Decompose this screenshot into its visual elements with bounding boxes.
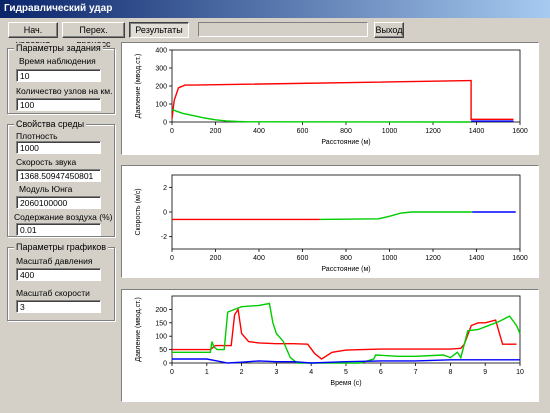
x-tick-label: 1200 [425,255,441,262]
chart-params-group: Параметры графиков [7,242,115,321]
pressure-scale-label: Масштаб давления [16,256,93,266]
x-tick-label: 1200 [425,128,441,135]
density-field[interactable]: 1000 [16,141,101,154]
y-tick-label: 200 [155,307,167,314]
speed-scale-field[interactable]: 3 [16,300,101,313]
x-tick-label: 1600 [512,255,528,262]
y-tick-label: 2 [163,185,167,192]
x-tick-label: 600 [297,128,309,135]
air-content-label: Содержание воздуха (%) [14,212,113,222]
y-tick-label: 400 [155,48,167,55]
x-tick-label: 3 [274,369,278,376]
pressure-distance-chart: 0 200 400 600 800 1000 1200 1400 1600 0 100 200 300 4… [135,48,528,147]
task-params-group: Параметры задания [7,43,115,114]
x-tick-label: 4 [309,369,313,376]
chart-params-title: Параметры графиков [14,242,109,253]
x-tick-label: 9 [483,369,487,376]
velocity-distance-chart: 0 200 400 600 800 1000 1200 1400 1600 -2 0 2 Расстоя… [135,174,528,273]
x-tick-label: 1 [205,369,209,376]
x-tick-label: 200 [210,255,222,262]
y-tick-label: 0 [163,120,167,127]
x-tick-label: 8 [448,369,452,376]
y-tick-label: 200 [155,84,167,91]
x-tick-label: 7 [414,369,418,376]
x-tick-label: 1400 [469,128,485,135]
window-title: Гидравлический удар [4,3,113,14]
x-tick-label: 10 [516,369,524,376]
nodes-per-km-field[interactable]: 100 [16,98,101,111]
transient-process-button[interactable]: Перех. процесс [62,22,125,49]
velocity-distance-chart-panel: 0 200 400 600 800 1000 1200 1400 1600 -2 0 2 Расстоя… [121,165,539,278]
y-tick-label: 0 [163,361,167,368]
exit-button[interactable]: Выход [374,22,404,38]
x-tick-label: 400 [253,255,265,262]
plot-area [171,49,521,123]
nodes-per-km-label: Количество узлов на км. [16,86,113,96]
results-button[interactable]: Результаты [129,22,189,38]
x-tick-label: 400 [253,128,265,135]
medium-props-title: Свойства среды [14,119,87,130]
y-tick-label: 100 [155,102,167,109]
task-params-title: Параметры задания [14,43,103,54]
y-tick-label: 300 [155,66,167,73]
x-tick-label: 0 [170,255,174,262]
red-series-line [171,79,514,121]
plot-area [171,295,521,364]
young-modulus-field[interactable]: 2060100000 [16,196,101,209]
window-title-bar: Гидравлический удар [0,0,550,18]
y-axis-label: Скорость (м/с) [135,188,142,235]
medium-props-group: Свойства среды [7,119,115,237]
x-axis-label: Время (с) [330,380,361,387]
y-tick-label: 100 [155,334,167,341]
blue-series-line [172,358,520,364]
y-axis-label: Давление (мвод.ст.) [135,54,142,119]
red-series-line [172,307,517,360]
green-series-line [319,211,473,221]
green-series-line [171,108,471,123]
x-tick-label: 800 [340,255,352,262]
progress-bar [198,22,368,37]
x-tick-label: 1400 [469,255,485,262]
x-tick-label: 800 [340,128,352,135]
x-tick-label: 1000 [382,255,398,262]
x-tick-label: 600 [297,255,309,262]
x-tick-label: 200 [210,128,222,135]
sound-speed-label: Скорость звука [16,157,77,167]
air-content-field[interactable]: 0.01 [16,223,101,236]
y-tick-label: -2 [161,234,167,241]
x-tick-label: 1000 [382,128,398,135]
x-tick-label: 1600 [512,128,528,135]
young-modulus-label: Модуль Юнга [19,184,73,194]
x-tick-label: 0 [170,369,174,376]
y-tick-label: 50 [159,347,167,354]
observation-time-label: Время наблюдения [19,56,96,66]
y-axis-label: Давление (мвод.ст.) [135,297,142,362]
x-axis-label: Расстояние (м) [321,266,370,273]
x-tick-label: 6 [379,369,383,376]
x-axis-label: Расстояние (м) [321,139,370,146]
bottom-edge [0,404,550,413]
initial-conditions-button[interactable]: Нач. условия [8,22,58,49]
pressure-time-chart-panel: 0 1 2 3 4 5 6 7 8 9 10 0 50 100 150 200 Время (с) Давлени… [121,289,539,402]
density-label: Плотность [16,131,58,141]
y-tick-label: 150 [155,320,167,327]
y-tick-label: 0 [163,210,167,217]
speed-scale-label: Масштаб скорости [16,288,90,298]
observation-time-field[interactable]: 10 [16,69,101,82]
sound-speed-field[interactable]: 1368.50947450801 [16,169,101,182]
pressure-distance-chart-panel: 0 200 400 600 800 1000 1200 1400 1600 0 100 200 300 4… [121,42,539,155]
pressure-scale-field[interactable]: 400 [16,268,101,281]
x-tick-label: 5 [344,369,348,376]
x-tick-label: 0 [170,128,174,135]
x-tick-label: 2 [240,369,244,376]
green-series-line [172,302,521,364]
